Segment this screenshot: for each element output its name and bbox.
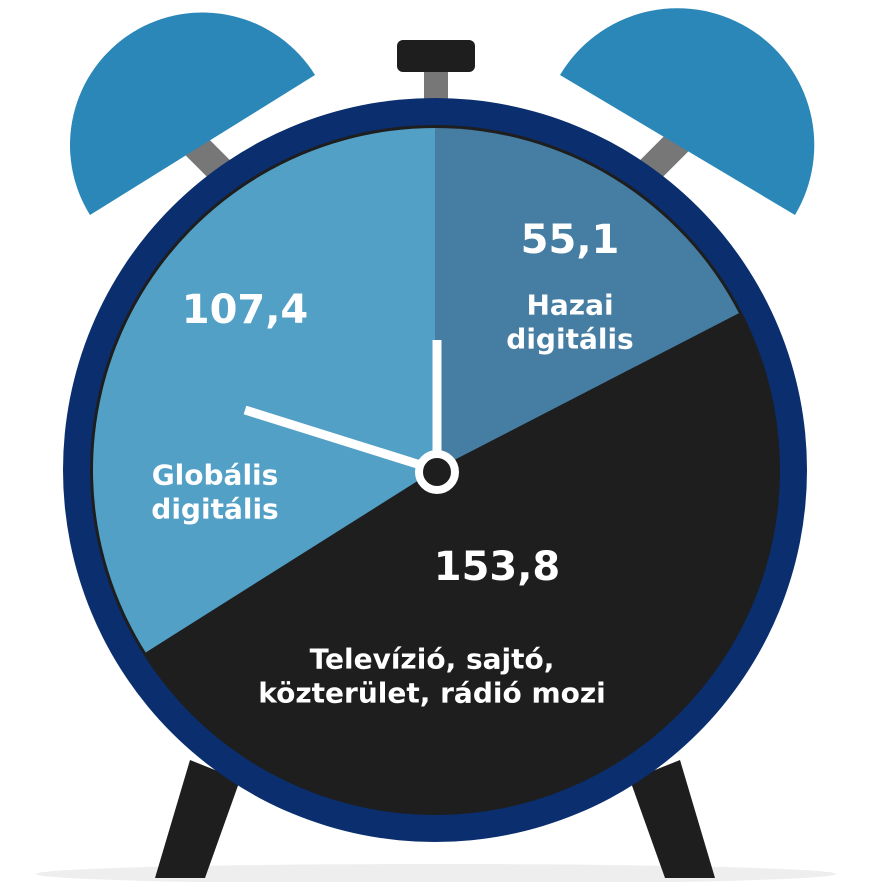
left-bell <box>69 12 315 216</box>
pie-slice <box>435 128 739 470</box>
category-label: Hazai digitális <box>506 288 634 355</box>
pie <box>93 128 778 813</box>
category-label: Televízió, sajtó, közterület, rádió mozi <box>258 642 606 709</box>
pie-slice <box>93 128 436 653</box>
hour-hand <box>243 405 432 473</box>
hub <box>415 450 459 494</box>
category-label: Globális digitális <box>151 458 279 525</box>
value-label: 107,4 <box>181 287 309 333</box>
right-leg <box>630 760 715 878</box>
right-bell <box>560 8 815 215</box>
button <box>397 40 475 72</box>
left-leg <box>155 760 240 878</box>
value-label: 55,1 <box>520 217 620 263</box>
value-label: 153,8 <box>433 544 561 590</box>
pie-slice <box>145 313 778 813</box>
shadow <box>36 864 836 882</box>
